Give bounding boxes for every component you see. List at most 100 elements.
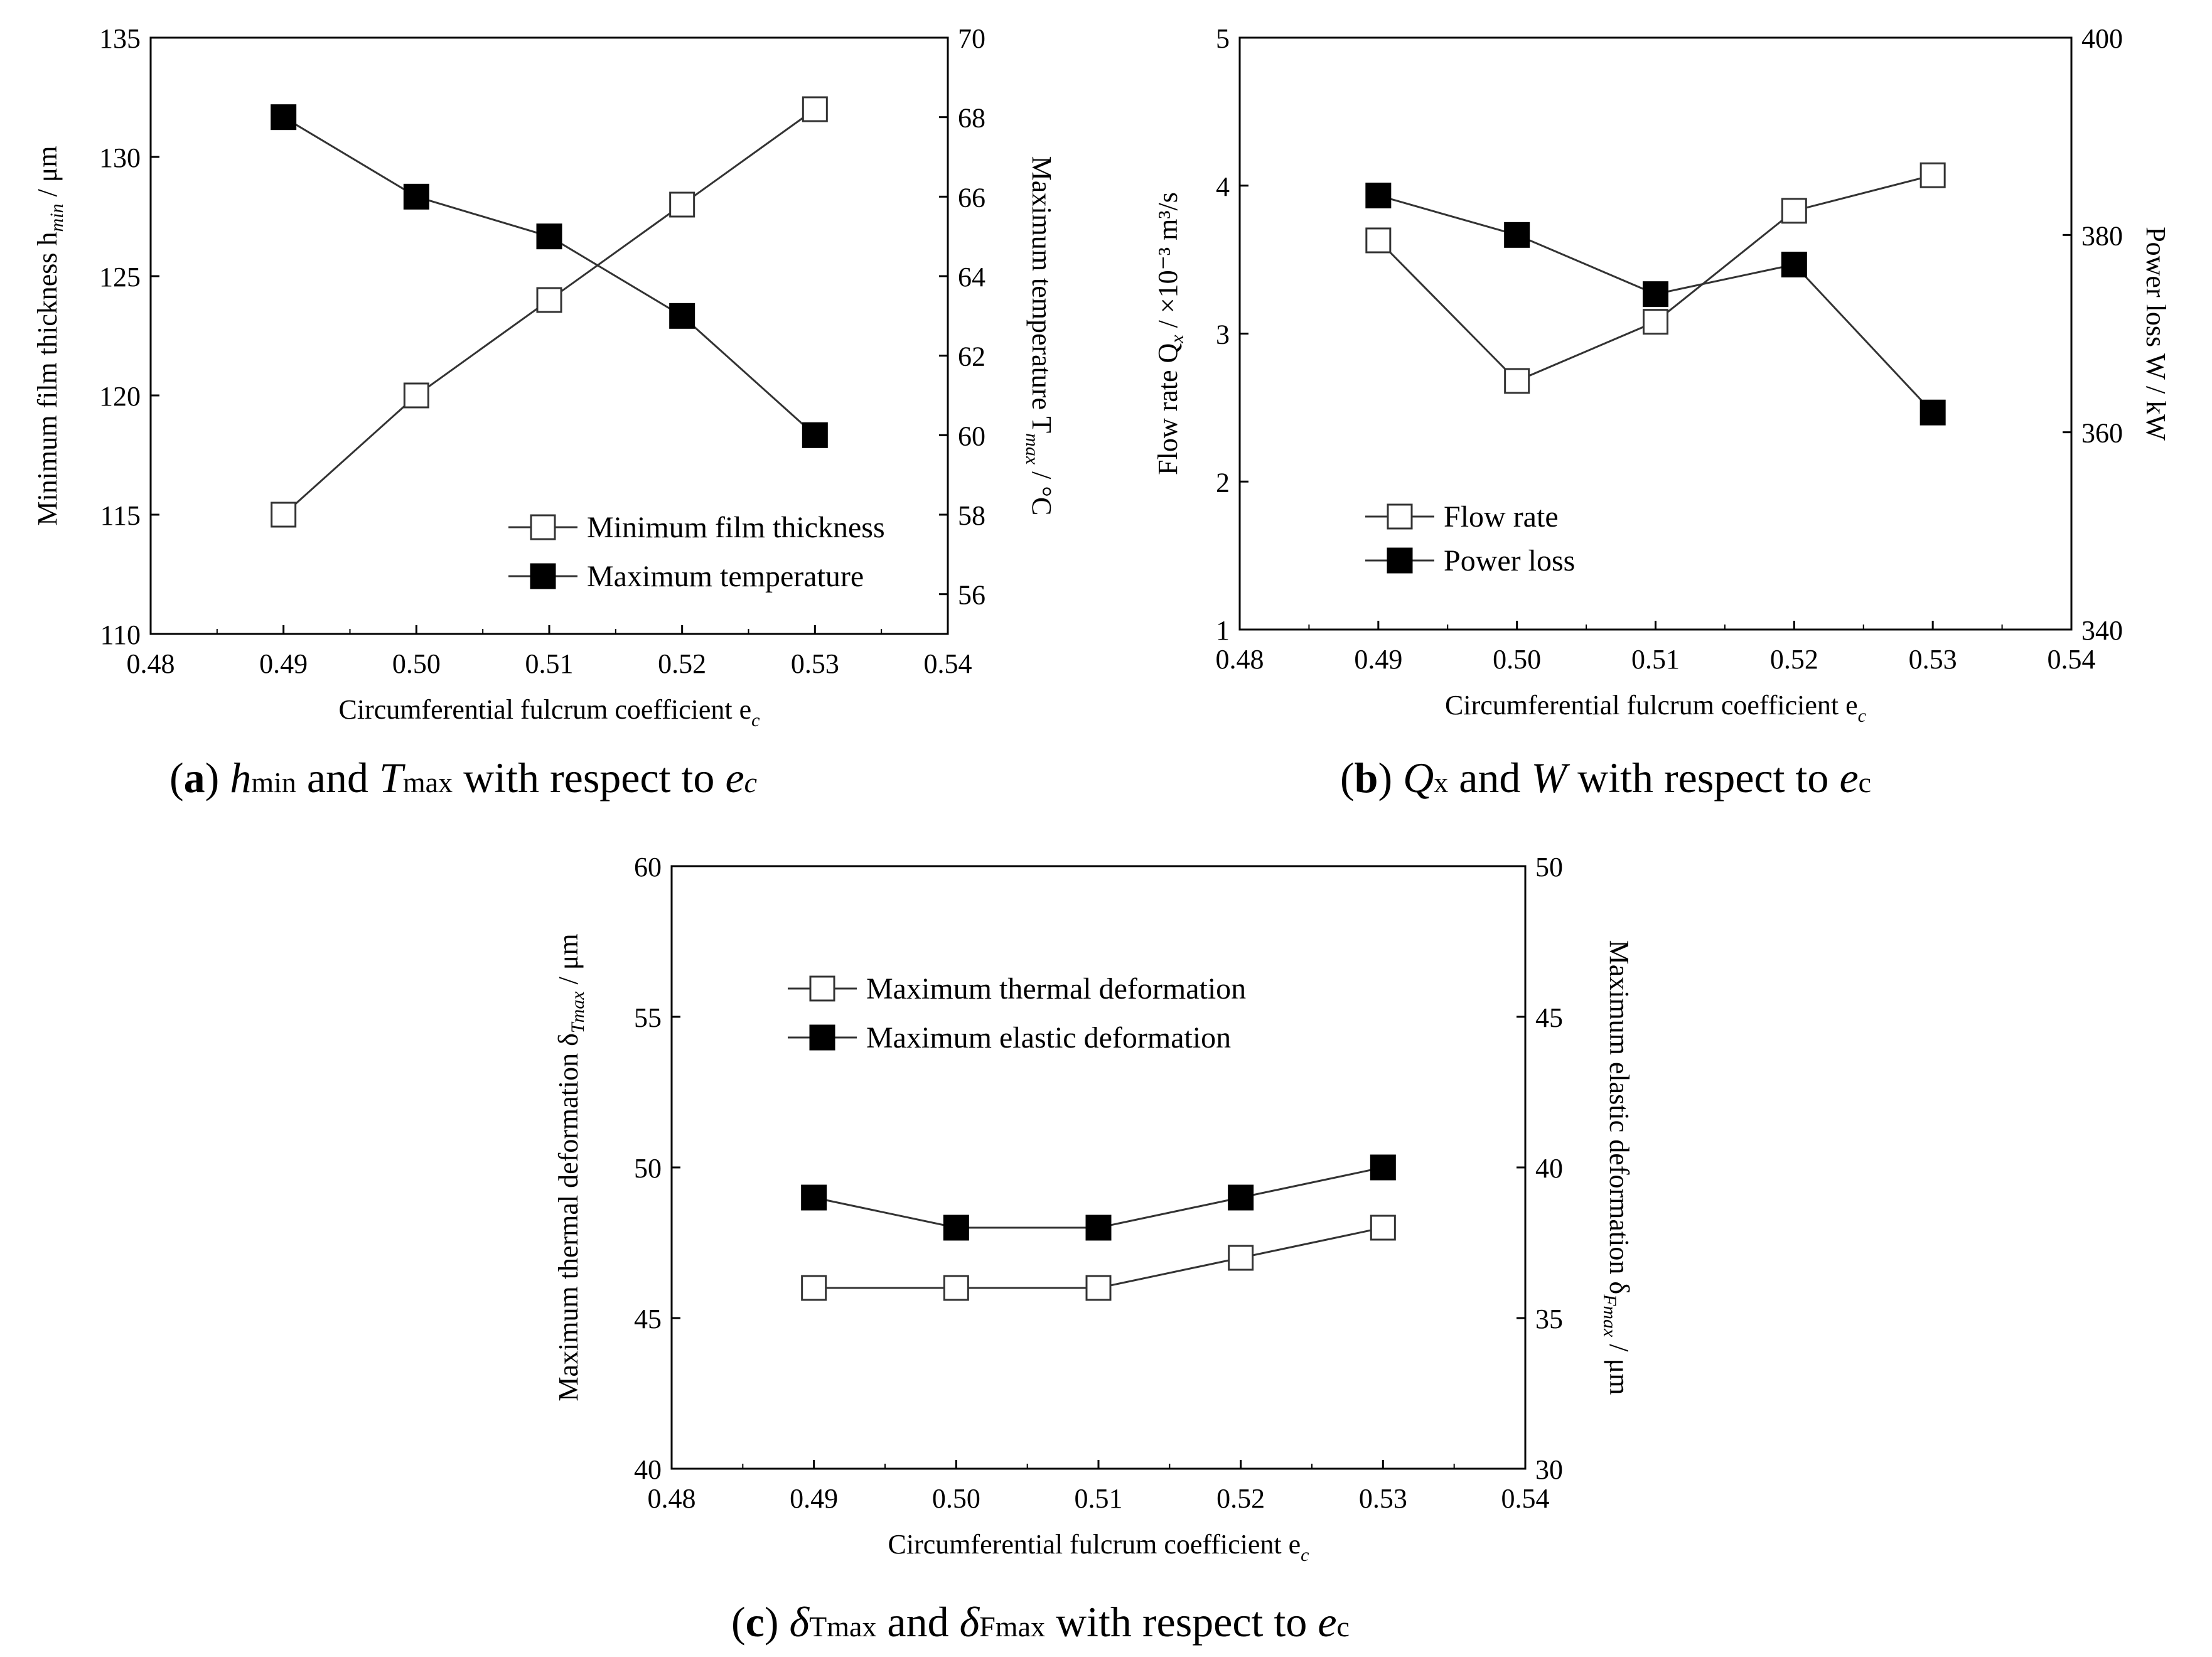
legend-label: Maximum temperature xyxy=(587,560,864,593)
x-axis-label: Circumferential fulcrum coefficient ec xyxy=(339,694,760,731)
right-y-tick-label: 400 xyxy=(2081,23,2123,54)
right-y-axis-label: Maximum elastic deformation δFmax / μm xyxy=(1599,940,1635,1395)
x-tick-label: 0.53 xyxy=(1909,644,1957,675)
caption-c-tail: with respect to xyxy=(1044,1598,1318,1646)
left-y-tick-label: 110 xyxy=(100,619,141,650)
x-tick-label: 0.50 xyxy=(932,1483,980,1514)
caption-a-letter: a xyxy=(183,754,205,802)
data-point-filled xyxy=(801,1184,827,1211)
right-y-tick-label: 45 xyxy=(1535,1002,1563,1033)
data-point-filled xyxy=(669,303,695,329)
left-y-tick-label: 115 xyxy=(100,500,141,531)
caption-a-part1: h xyxy=(230,754,252,802)
right-y-tick-label: 380 xyxy=(2081,220,2123,251)
data-point-filled xyxy=(1781,251,1807,277)
caption-b-part3: e xyxy=(1839,754,1859,802)
x-tick-label: 0.48 xyxy=(1216,644,1264,675)
x-tick-label: 0.52 xyxy=(1216,1483,1265,1514)
legend-marker-filled xyxy=(1387,547,1413,574)
left-y-tick-label: 120 xyxy=(99,381,141,412)
x-tick-label: 0.51 xyxy=(1075,1483,1123,1514)
left-y-tick-label: 130 xyxy=(99,142,141,173)
data-point-open xyxy=(669,191,695,218)
right-y-tick-label: 68 xyxy=(958,103,985,134)
right-y-tick-label: 30 xyxy=(1535,1454,1563,1485)
caption-a-part2-sub: max xyxy=(402,766,453,798)
data-point-filled xyxy=(271,104,297,131)
chart-panel-a: 0.48 0.49 0.50 0.51 0.52 0.53 0.54 110 115 120 125… xyxy=(32,23,1057,731)
data-point-open xyxy=(1919,162,1946,188)
left-y-tick-label: 5 xyxy=(1216,23,1230,54)
x-tick-label: 0.50 xyxy=(1493,644,1541,675)
data-point-open xyxy=(1228,1245,1254,1271)
left-y-axis-label: Maximum thermal deformation δTmax / μm xyxy=(553,933,588,1401)
data-point-open xyxy=(802,96,828,122)
right-y-tick-label: 62 xyxy=(958,341,985,372)
right-y-tick-label: 340 xyxy=(2081,615,2123,646)
caption-a-mid: and xyxy=(296,754,380,802)
right-y-tick-label: 64 xyxy=(958,262,985,292)
caption-c-part2-sub: Fmax xyxy=(979,1611,1045,1643)
x-tick-label: 0.54 xyxy=(1501,1483,1550,1514)
x-tick-label: 0.53 xyxy=(1359,1483,1407,1514)
left-y-tick-label: 135 xyxy=(99,23,141,54)
data-point-open xyxy=(403,382,429,409)
plot-frame xyxy=(149,36,949,635)
series-line-filled xyxy=(282,116,816,436)
right-y-tick-label: 40 xyxy=(1535,1153,1563,1184)
legend-marker-open xyxy=(809,975,835,1002)
caption-a-part3-sub: c xyxy=(744,766,758,798)
caption-b-tail: with respect to xyxy=(1567,754,1840,802)
right-y-tick-label: 360 xyxy=(2081,418,2123,449)
caption-a-part2: T xyxy=(379,754,403,802)
right-y-axis-label: Power loss W / kW xyxy=(2140,227,2171,441)
data-point-open xyxy=(943,1275,969,1301)
caption-c-part2: δ xyxy=(959,1598,980,1646)
right-y-tick-label: 60 xyxy=(958,421,985,451)
legend-label: Minimum film thickness xyxy=(587,511,885,544)
x-tick-label: 0.50 xyxy=(392,648,441,679)
left-y-tick-label: 2 xyxy=(1216,467,1230,498)
x-tick-label: 0.52 xyxy=(658,648,706,679)
left-y-tick-label: 125 xyxy=(99,262,141,292)
data-point-open xyxy=(1643,309,1668,335)
data-point-open xyxy=(1085,1275,1112,1301)
left-y-axis-label: Minimum film thickness hmin / μm xyxy=(32,146,67,525)
left-y-tick-label: 40 xyxy=(634,1454,662,1485)
data-point-filled xyxy=(403,183,429,210)
caption-a-part1-sub: min xyxy=(251,766,296,798)
caption-c: (c) δTmax and δFmax with respect to ec xyxy=(731,1598,1350,1646)
left-y-tick-label: 1 xyxy=(1216,615,1230,646)
legend-label: Maximum thermal deformation xyxy=(866,972,1246,1005)
data-point-open xyxy=(1504,368,1530,394)
caption-c-part3: e xyxy=(1318,1598,1337,1646)
left-y-tick-label: 60 xyxy=(634,852,662,882)
left-y-axis-label: Flow rate Qx / ×10⁻³ m³/s xyxy=(1152,192,1188,475)
left-y-tick-label: 45 xyxy=(634,1304,662,1334)
x-axis-label: Circumferential fulcrum coefficient ec xyxy=(1445,690,1866,726)
x-tick-label: 0.51 xyxy=(525,648,574,679)
x-axis-label: Circumferential fulcrum coefficient ec xyxy=(888,1529,1309,1565)
caption-c-part1: δ xyxy=(789,1598,810,1646)
x-tick-label: 0.54 xyxy=(2048,644,2096,675)
right-y-tick-label: 66 xyxy=(958,182,985,213)
left-y-tick-label: 55 xyxy=(634,1002,662,1033)
x-tick-label: 0.49 xyxy=(790,1483,838,1514)
data-point-filled xyxy=(1919,399,1946,426)
caption-c-part3-sub: c xyxy=(1336,1611,1350,1643)
caption-b-mid: and xyxy=(1448,754,1532,802)
legend-marker-filled xyxy=(809,1024,835,1051)
legend-label: Maximum elastic deformation xyxy=(866,1021,1231,1054)
left-y-tick-label: 4 xyxy=(1216,171,1230,202)
left-y-tick-label: 3 xyxy=(1216,319,1230,350)
right-y-tick-label: 50 xyxy=(1535,852,1563,882)
x-tick-label: 0.49 xyxy=(1354,644,1402,675)
data-point-filled xyxy=(802,422,828,448)
caption-b-letter: b xyxy=(1354,754,1378,802)
data-point-filled xyxy=(943,1215,969,1241)
data-point-filled xyxy=(1370,1154,1396,1181)
caption-a-part3: e xyxy=(725,754,744,802)
data-point-filled xyxy=(536,223,562,250)
caption-a: (a) hmin and Tmax with respect to ec xyxy=(169,754,758,802)
caption-b: (b) Qx and W with respect to ec xyxy=(1340,754,1872,802)
